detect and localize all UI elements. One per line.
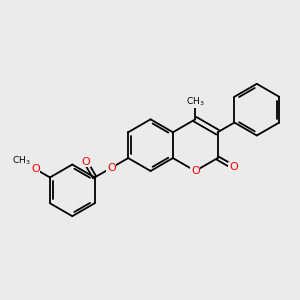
Text: O: O xyxy=(31,164,40,174)
Text: O: O xyxy=(229,162,238,172)
Text: O: O xyxy=(107,163,116,173)
Text: O: O xyxy=(81,157,90,167)
Text: CH$_3$: CH$_3$ xyxy=(186,95,205,107)
Text: CH$_3$: CH$_3$ xyxy=(11,154,30,167)
Text: O: O xyxy=(191,166,200,176)
